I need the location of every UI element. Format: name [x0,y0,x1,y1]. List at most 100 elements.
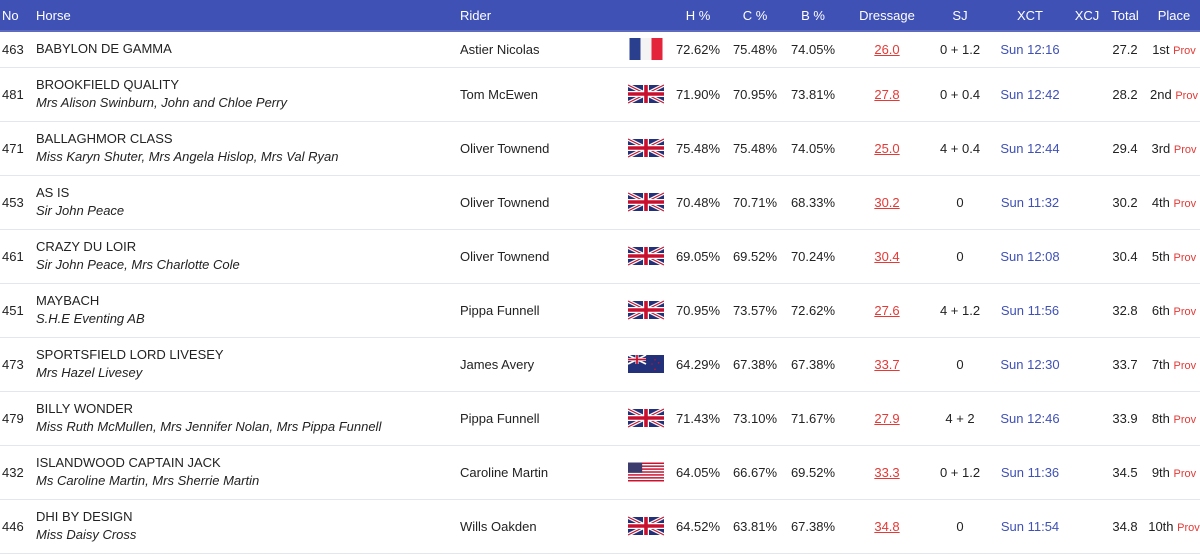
table-row[interactable]: 453 AS IS Sir John Peace Oliver Townend … [0,175,1200,229]
col-dressage[interactable]: Dressage [842,0,932,32]
place-value: 8th [1151,410,1170,426]
horse-cell: AS IS Sir John Peace [36,175,460,229]
col-place[interactable]: Place [1148,0,1200,32]
horse-name[interactable]: BILLY WONDER [36,401,134,416]
col-h[interactable]: H % [670,0,726,32]
entry-number: 432 [2,464,24,480]
sj-score: 0 [956,518,964,534]
horse-cell: ISLANDWOOD CAPTAIN JACK Ms Caroline Mart… [36,445,460,499]
place-cell: 2nd Prov [1148,67,1200,121]
dressage-score-link[interactable]: 27.6 [874,302,900,318]
flag-cell [622,283,670,337]
c-percent: 66.67% [732,464,778,480]
xct-cell: Sun 12:08 [988,229,1072,283]
provisional-badge: Prov [1173,143,1197,156]
col-total[interactable]: Total [1102,0,1148,32]
xct-time-link[interactable]: Sun 11:54 [1000,518,1060,534]
dressage-score-link[interactable]: 33.3 [874,464,900,480]
place-cell: 1st Prov [1148,31,1200,67]
xcj-score [1072,175,1102,229]
place-value: 4th [1151,194,1170,210]
col-horse[interactable]: Horse [36,0,460,32]
col-no[interactable]: No [0,0,36,32]
owner-names: Mrs Hazel Livesey [36,365,143,380]
table-row[interactable]: 473 SPORTSFIELD LORD LIVESEY Mrs Hazel L… [0,337,1200,391]
table-row[interactable]: 451 MAYBACH S.H.E Eventing AB Pippa Funn… [0,283,1200,337]
total-score: 27.2 [1112,41,1138,57]
xct-time-link[interactable]: Sun 12:44 [1000,140,1060,156]
rider-name[interactable]: Pippa Funnell [460,302,540,318]
xct-time-link[interactable]: Sun 12:46 [1000,410,1060,426]
h-percent: 71.43% [675,410,721,426]
owner-names: Miss Daisy Cross [36,527,137,542]
sj-score: 0 + 1.2 [939,464,981,480]
entry-number: 473 [2,356,24,372]
h-percent: 71.90% [675,86,721,102]
horse-name[interactable]: MAYBACH [36,293,100,308]
xcj-score [1072,121,1102,175]
dressage-score-link[interactable]: 33.7 [874,356,900,372]
rider-name[interactable]: Wills Oakden [460,518,537,534]
rider-name[interactable]: Oliver Townend [460,140,550,156]
dressage-score-link[interactable]: 30.2 [874,194,900,210]
h-percent: 64.05% [675,464,721,480]
xct-time-link[interactable]: Sun 11:32 [1000,194,1060,210]
xct-time-link[interactable]: Sun 11:56 [1000,302,1060,318]
dressage-score-link[interactable]: 25.0 [874,140,900,156]
dressage-score-link[interactable]: 26.0 [874,41,900,57]
xct-time-link[interactable]: Sun 12:08 [1000,248,1060,264]
xcj-score [1072,445,1102,499]
rider-name[interactable]: Pippa Funnell [460,410,540,426]
dressage-cell: 27.8 [842,67,932,121]
xcj-score [1072,337,1102,391]
xcj-score [1072,283,1102,337]
owner-names: Mrs Alison Swinburn, John and Chloe Perr… [36,95,287,110]
dressage-score-link[interactable]: 30.4 [874,248,900,264]
horse-name[interactable]: ISLANDWOOD CAPTAIN JACK [36,455,221,470]
table-row[interactable]: 481 BROOKFIELD QUALITY Mrs Alison Swinbu… [0,67,1200,121]
table-row[interactable]: 446 DHI BY DESIGN Miss Daisy Cross Wills… [0,499,1200,553]
place-value: 1st [1152,41,1170,57]
sj-score: 4 + 2 [945,410,975,426]
table-row[interactable]: 463 BABYLON DE GAMMA Astier Nicolas 72.6… [0,31,1200,67]
table-row[interactable]: 432 ISLANDWOOD CAPTAIN JACK Ms Caroline … [0,445,1200,499]
horse-cell: SPORTSFIELD LORD LIVESEY Mrs Hazel Lives… [36,337,460,391]
rider-name[interactable]: Tom McEwen [460,86,539,102]
horse-name[interactable]: BROOKFIELD QUALITY [36,77,180,92]
flag-cell [622,499,670,553]
horse-name[interactable]: BABYLON DE GAMMA [36,41,172,57]
horse-name[interactable]: DHI BY DESIGN [36,509,133,524]
dressage-cell: 27.6 [842,283,932,337]
dressage-score-link[interactable]: 27.8 [874,86,900,102]
horse-cell: CRAZY DU LOIR Sir John Peace, Mrs Charlo… [36,229,460,283]
horse-name[interactable]: SPORTSFIELD LORD LIVESEY [36,347,224,362]
rider-name[interactable]: Astier Nicolas [460,41,540,57]
col-xct[interactable]: XCT [988,0,1072,32]
rider-name[interactable]: Caroline Martin [460,464,549,480]
rider-name[interactable]: Oliver Townend [460,248,550,264]
xct-cell: Sun 12:16 [988,31,1072,67]
dressage-score-link[interactable]: 34.8 [874,518,900,534]
horse-name[interactable]: AS IS [36,185,70,200]
dressage-score-link[interactable]: 27.9 [874,410,900,426]
col-rider[interactable]: Rider [460,0,622,32]
table-row[interactable]: 479 BILLY WONDER Miss Ruth McMullen, Mrs… [0,391,1200,445]
horse-name[interactable]: BALLAGHMOR CLASS [36,131,173,146]
rider-name[interactable]: Oliver Townend [460,194,550,210]
col-xcj[interactable]: XCJ [1072,0,1102,32]
xct-time-link[interactable]: Sun 12:30 [1000,356,1060,372]
sj-score: 0 + 1.2 [939,41,981,57]
col-sj[interactable]: SJ [932,0,988,32]
col-c[interactable]: C % [726,0,784,32]
total-score: 30.4 [1112,248,1138,264]
col-b[interactable]: B % [784,0,842,32]
table-row[interactable]: 461 CRAZY DU LOIR Sir John Peace, Mrs Ch… [0,229,1200,283]
rider-name[interactable]: James Avery [460,356,535,372]
xct-time-link[interactable]: Sun 12:16 [1000,41,1060,57]
xct-time-link[interactable]: Sun 12:42 [1000,86,1060,102]
xct-cell: Sun 11:56 [988,283,1072,337]
table-row[interactable]: 471 BALLAGHMOR CLASS Miss Karyn Shuter, … [0,121,1200,175]
horse-name[interactable]: CRAZY DU LOIR [36,239,137,254]
xct-time-link[interactable]: Sun 11:36 [1000,464,1060,480]
